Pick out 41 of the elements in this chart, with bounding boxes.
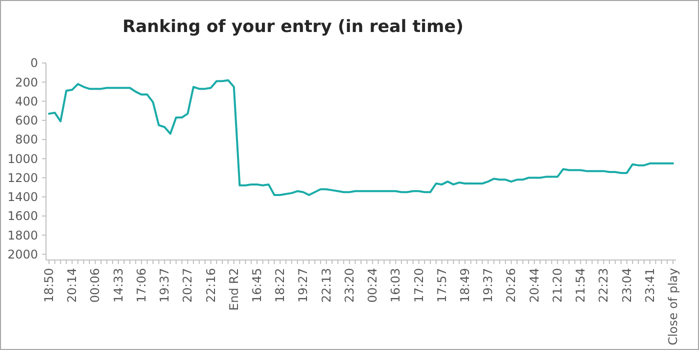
y-tick-label: 1800 (7, 228, 38, 242)
y-tick-label: 600 (15, 114, 38, 128)
y-tick-label: 1200 (7, 170, 38, 185)
x-tick-label: 19:37 (481, 268, 496, 303)
x-tick-label: 20:27 (180, 268, 195, 303)
x-tick-label: 19:37 (158, 268, 172, 303)
x-tick-label: 17:20 (412, 268, 426, 303)
x-tick-label: 17:57 (434, 268, 449, 303)
chart-title: Ranking of your entry (in real time) (122, 17, 464, 37)
x-tick-label: 17:06 (134, 268, 148, 303)
y-tick-label: 0 (30, 56, 38, 70)
x-tick-label: 21:54 (574, 268, 588, 303)
y-tick-label: 200 (15, 75, 38, 90)
x-tick-label: Close of play (666, 268, 680, 346)
x-tick-label: 18:49 (458, 268, 472, 303)
y-tick-label: 1400 (7, 190, 38, 204)
x-tick-label: 18:22 (273, 268, 288, 303)
x-tick-label: 20:26 (504, 268, 518, 303)
x-tick-label: 00:06 (88, 268, 102, 303)
y-tick-label: 800 (15, 132, 38, 147)
x-tick-label: 16:03 (388, 268, 403, 303)
x-tick-label: End R2 (226, 268, 241, 311)
x-tick-label: 22:16 (204, 268, 218, 303)
x-tick-label: 22:23 (596, 268, 611, 303)
x-tick-label: 21:20 (550, 268, 564, 303)
y-tick-label: 2000 (7, 247, 38, 262)
x-tick-label: 23:20 (342, 268, 356, 303)
y-tick-label: 400 (15, 94, 38, 108)
x-tick-label: 20:14 (65, 268, 80, 303)
x-tick-label: 14:33 (111, 268, 126, 303)
x-tick-label: 16:45 (250, 268, 264, 303)
x-tick-label: 20:44 (527, 268, 542, 303)
y-tick-label: 1600 (7, 209, 38, 224)
line-series (48, 79, 674, 196)
x-tick-label: 23:41 (642, 268, 657, 303)
y-tick-label: 1000 (7, 152, 38, 166)
x-tick-label: 00:24 (366, 268, 380, 303)
x-tick-label: 23:04 (620, 268, 634, 303)
x-tick-label: 18:50 (42, 268, 56, 303)
x-tick-label: 19:27 (296, 268, 310, 303)
x-tick-label: 22:13 (319, 268, 334, 303)
